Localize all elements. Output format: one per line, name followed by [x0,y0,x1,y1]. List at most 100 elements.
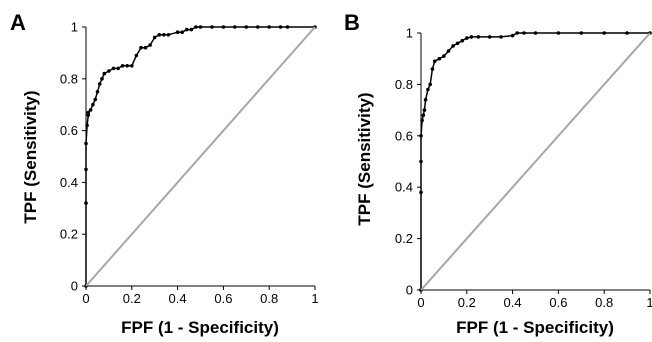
roc-point-b [510,33,515,38]
roc-point-b [602,31,606,35]
roc-point-b [428,82,433,87]
roc-point-a [210,25,214,29]
roc-point-a [221,25,226,29]
roc-point-a [134,53,139,58]
roc-point-a [85,123,89,128]
roc-point-a [86,110,91,115]
x-axis-label-a: FPF (1 - Specificity) [121,318,279,337]
x-tick-label-b: 0.8 [595,295,613,310]
y-tick-label-b: 0 [406,283,413,298]
roc-point-a [95,90,100,94]
roc-point-a [194,25,198,29]
roc-point-a [166,33,171,37]
panel-b: B TPF (Sensitivity) FPF (1 - Specificity… [344,10,652,337]
roc-point-b [515,31,519,35]
y-tick-label-a: 1 [71,20,78,35]
roc-point-a [130,64,134,68]
roc-point-a [267,25,272,29]
y-axis-label-a: TPF (Sensitivity) [21,90,40,223]
reference-line-a [85,26,316,287]
roc-point-b [446,49,451,53]
roc-point-b [420,118,424,123]
x-tick-label-a: 0.6 [214,291,232,306]
roc-point-a [185,27,189,32]
roc-point-a [93,97,97,102]
plot-area-a: 0 0.2 0.4 0.6 0.8 1 0 0.2 0.4 0.6 0.8 1 [60,20,319,307]
roc-point-a [233,25,237,29]
y-tick-label-b: 1 [406,26,413,41]
roc-point-a [125,64,129,68]
roc-point-a [157,33,162,37]
roc-point-a [148,43,152,47]
x-tick-label-b: 0 [417,295,424,310]
roc-point-a [88,108,93,112]
y-tick-label-b: 0.8 [395,77,413,92]
x-tick-label-b: 0.2 [458,295,476,310]
y-tick-label-b: 0.2 [395,231,413,246]
roc-point-a [116,66,120,71]
roc-point-b [499,35,503,39]
y-tick-label-b: 0.4 [395,180,413,195]
roc-point-b [423,98,428,102]
y-tick-label-a: 0 [71,279,78,294]
roc-point-a [100,77,104,81]
roc-point-a [84,201,88,205]
roc-point-b [430,67,435,71]
roc-point-b [426,87,430,92]
y-tick-label-a: 0.2 [60,227,78,242]
roc-point-a [255,25,260,29]
panel-a: A TPF (Sensitivity) FPF (1 - Specificity… [10,10,319,337]
roc-point-b [422,108,427,112]
roc-point-b [432,59,437,64]
roc-point-a [198,25,203,29]
roc-point-b [460,38,465,43]
x-tick-label-b: 0.6 [549,295,567,310]
roc-point-b [419,190,423,195]
roc-point-a [84,141,88,146]
x-axis-label-b: FPF (1 - Specificity) [456,318,614,337]
roc-point-a [120,64,125,68]
roc-point-b [451,44,455,48]
roc-point-b [487,35,492,39]
roc-point-b [419,159,423,164]
roc-point-a [278,25,283,29]
roc-point-a [111,66,116,71]
roc-point-b [476,35,481,39]
roc-point-b [419,134,423,138]
roc-point-b [522,31,526,35]
panel-label-a: A [10,10,26,35]
x-tick-label-b: 0.4 [504,295,522,310]
roc-point-a [139,45,143,50]
roc-point-b [455,41,460,46]
plot-area-b: 0 0.2 0.4 0.6 0.8 1 0 0.2 0.4 0.6 0.8 1 [395,26,652,311]
x-tick-label-b: 1 [646,295,652,310]
roc-point-b [579,31,584,35]
x-tick-label-a: 1 [311,291,318,306]
roc-point-a [97,82,102,86]
roc-point-a [86,113,91,117]
y-tick-label-a: 0.4 [60,175,78,190]
roc-point-b [442,54,446,58]
roc-point-b [625,31,629,35]
roc-point-a [175,30,180,34]
panel-label-b: B [344,10,360,35]
roc-point-b [437,56,442,61]
y-tick-label-a: 0.6 [60,123,78,138]
roc-point-a [91,102,95,107]
roc-point-a [84,167,88,172]
reference-line-b [420,32,651,291]
roc-point-a [180,30,184,34]
x-tick-label-a: 0 [82,291,89,306]
roc-point-a [244,25,249,29]
roc-point-a [189,27,194,32]
roc-point-b [556,31,561,35]
roc-point-a [107,69,111,73]
x-tick-label-a: 0.4 [169,291,187,306]
roc-point-a [285,25,290,29]
roc-point-a [152,35,157,40]
roc-point-a [162,33,166,37]
x-tick-label-a: 0.2 [123,291,141,306]
roc-point-b [533,31,538,35]
roc-point-a [102,71,107,76]
